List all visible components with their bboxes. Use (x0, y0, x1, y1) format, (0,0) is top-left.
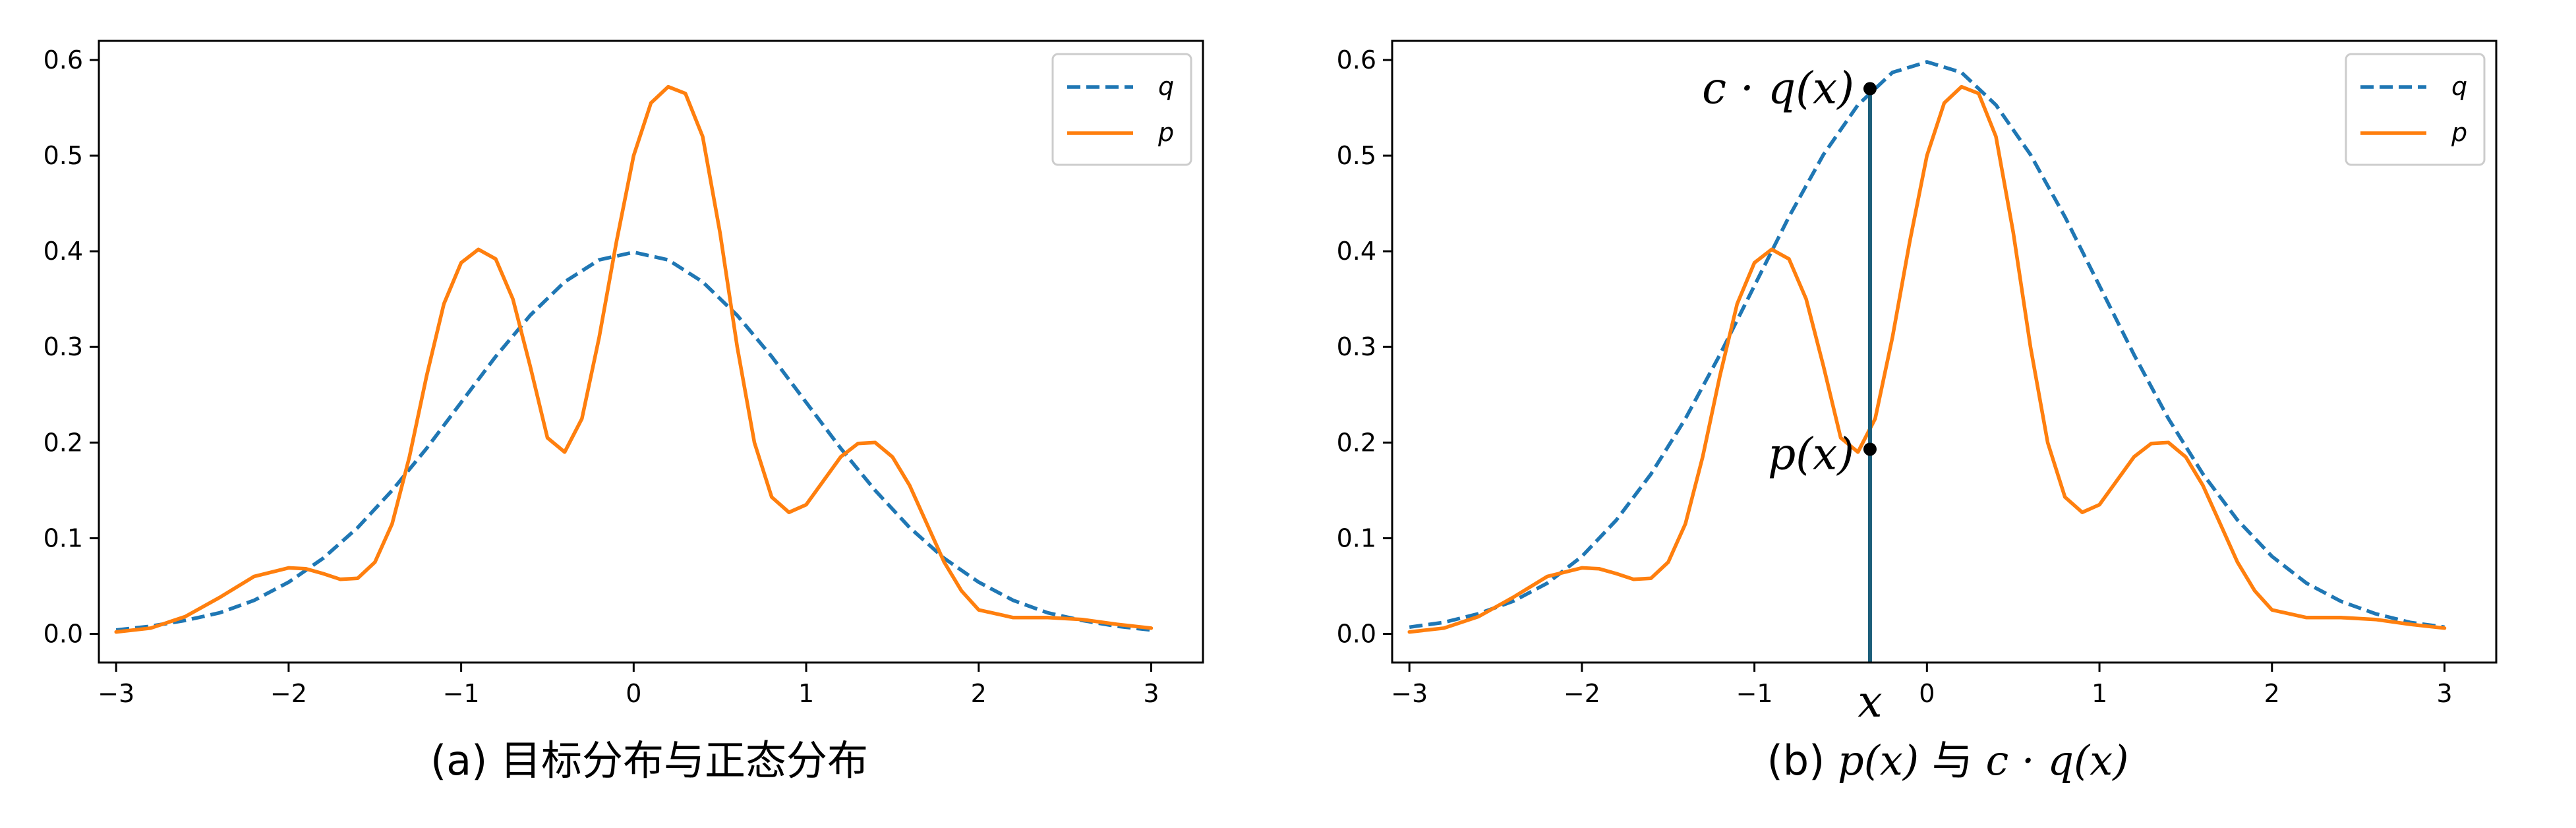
x-tick-label: −1 (443, 679, 480, 708)
y-tick-label: 0.5 (44, 141, 83, 170)
y-tick-label: 0.2 (44, 428, 83, 457)
caption-b: (b) p(x) 与 c · q(x) (1767, 736, 2129, 784)
legend-label-q: q (1158, 72, 1174, 101)
y-tick-label: 0.0 (44, 619, 83, 648)
y-tick-label: 0.1 (44, 523, 83, 552)
label-cq: c · q(x) (1702, 63, 1854, 114)
legend-b: qp (2345, 53, 2486, 166)
chart-panel-b: c · q(x) p(x) x −3 −2 −1 0 1 2 3 0.0 0.1 0.2 0.3 0.4… (1337, 40, 2498, 784)
x-tick-label: 2 (971, 679, 987, 708)
series-layer-b (1407, 60, 2447, 634)
legend-label-q: q (2451, 72, 2467, 101)
point-cq (1863, 82, 1877, 96)
x-tick-label: −2 (270, 679, 307, 708)
x-tick-label: 3 (2436, 679, 2452, 708)
chart-panel-a: −3 −2 −1 0 1 2 3 0.0 0.1 0.2 0.3 0.4 0.5 0.6 qp (a) … (44, 40, 1204, 784)
x-tick-label: −3 (1391, 679, 1428, 708)
plot-frame-a (98, 40, 1204, 664)
x-tick-label: 1 (798, 679, 814, 708)
caption-b-prefix: (b) (1767, 736, 1838, 784)
y-tick-label: 0.6 (1337, 45, 1376, 74)
y-tick-label: 0.0 (1337, 619, 1376, 648)
x-axis-b: −3 −2 −1 0 1 2 3 (1391, 663, 2453, 708)
y-tick-label: 0.4 (44, 237, 83, 266)
x-tick-label: −2 (1564, 679, 1600, 708)
series-line-q-a (115, 250, 1152, 632)
x-tick-label: 1 (2092, 679, 2107, 708)
caption-a: (a) 目标分布与正态分布 (430, 736, 868, 784)
x-tick-label: −1 (1736, 679, 1773, 708)
legend-label-p: p (1157, 118, 1174, 147)
series-line-q-b (1409, 60, 2445, 630)
caption-b-mid: 与 (1919, 736, 1985, 784)
label-p: p(x) (1768, 429, 1854, 479)
plot-frame-b (1391, 40, 2498, 664)
series-line-p-b (1407, 84, 2447, 634)
legend-a: qp (1051, 53, 1192, 166)
series-layer-a (114, 84, 1154, 634)
x-tick-label: 0 (626, 679, 641, 708)
y-tick-label: 0.6 (44, 45, 83, 74)
x-axis-a: −3 −2 −1 0 1 2 3 (98, 663, 1159, 708)
x-tick-label: 0 (1919, 679, 1935, 708)
y-tick-label: 0.4 (1337, 237, 1376, 266)
y-tick-label: 0.5 (1337, 141, 1376, 170)
y-axis-b: 0.0 0.1 0.2 0.3 0.4 0.5 0.6 (1337, 45, 1392, 648)
legend-box (1051, 53, 1192, 166)
caption-b-cq: c · q(x) (1986, 736, 2129, 784)
series-line-p-a (114, 84, 1154, 634)
marker-layer-b: c · q(x) p(x) x (1702, 63, 1882, 727)
legend-box (2345, 53, 2486, 166)
x-tick-label: −3 (98, 679, 134, 708)
y-tick-label: 0.3 (1337, 332, 1376, 361)
y-tick-label: 0.3 (44, 332, 83, 361)
legend-label-p: p (2451, 118, 2467, 147)
y-tick-label: 0.1 (1337, 523, 1376, 552)
point-p (1863, 442, 1877, 456)
marker-x-label: x (1858, 676, 1882, 727)
x-tick-label: 2 (2264, 679, 2280, 708)
y-tick-label: 0.2 (1337, 428, 1376, 457)
y-axis-a: 0.0 0.1 0.2 0.3 0.4 0.5 0.6 (44, 45, 99, 648)
caption-b-p: p(x) (1838, 736, 1919, 784)
x-tick-label: 3 (1143, 679, 1159, 708)
